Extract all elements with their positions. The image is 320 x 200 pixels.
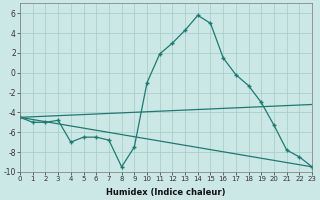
X-axis label: Humidex (Indice chaleur): Humidex (Indice chaleur) [106,188,226,197]
